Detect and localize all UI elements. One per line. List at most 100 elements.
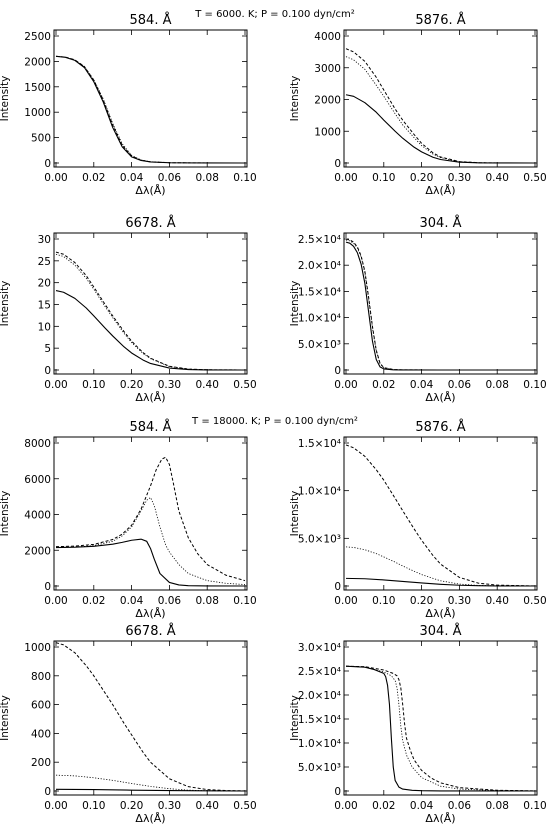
- x-tick-label: 0.30: [448, 172, 471, 184]
- x-tick-label: 0.20: [410, 172, 433, 184]
- y-tick-label: 2.0×10⁴: [298, 260, 341, 272]
- series-line-dotted: [55, 55, 246, 164]
- y-tick-label: 5.0×10³: [298, 339, 341, 351]
- x-tick-label: 0.08: [486, 379, 509, 391]
- x-tick-label: 0.10: [82, 800, 105, 812]
- y-tick-label: 0: [44, 158, 51, 170]
- y-tick-label: 800: [31, 671, 51, 683]
- chart-panel-7: 6678. Å 0.00 0.10 0.20 0.30 0.40 0.50 0 200 400 60…: [0, 623, 257, 825]
- y-tick-label: 8000: [24, 438, 51, 450]
- x-tick-label: 0.06: [448, 800, 472, 812]
- x-tick-label: 0.50: [523, 172, 546, 184]
- series-line-solid: [345, 241, 535, 371]
- x-axis-label: Δλ(Å): [135, 607, 165, 620]
- series-line-dashed: [345, 665, 536, 792]
- chart-title: 584. Å: [130, 419, 172, 435]
- plot-frame: [343, 232, 538, 375]
- chart-panel-8: 304. Å 0.00 0.02 0.04 0.06 0.08 0.10 0 5.0×10³ 1.…: [289, 623, 547, 825]
- x-tick-label: 0.00: [334, 379, 357, 391]
- y-tick-label: 6000: [24, 474, 51, 486]
- chart-title: 304. Å: [420, 215, 462, 231]
- y-axis-label: Intensity: [0, 76, 11, 122]
- y-tick-label: 1.5×10⁴: [298, 714, 341, 726]
- plot-frame: [53, 436, 248, 591]
- series-line-dotted: [55, 253, 246, 371]
- x-tick-label: 0.00: [44, 379, 67, 391]
- y-tick-label: 1.0×10⁴: [298, 313, 341, 325]
- x-tick-label: 0.00: [334, 800, 357, 812]
- plot-frame: [343, 436, 538, 591]
- chart-panel-5: 584. Å 0.00 0.02 0.04 0.06 0.08 0.10 0 2000 4000 6…: [0, 419, 257, 620]
- x-tick-label: 0.20: [120, 379, 143, 391]
- y-tick-label: 2.5×10⁴: [298, 234, 341, 246]
- series-line-dotted: [55, 774, 246, 792]
- y-tick-label: 5: [44, 343, 51, 355]
- x-tick-label: 0.04: [120, 172, 144, 184]
- y-tick-label: 1000: [24, 107, 51, 119]
- x-axis-label: Δλ(Å): [425, 812, 455, 825]
- x-tick-label: 0.02: [372, 379, 395, 391]
- y-axis-label: Intensity: [0, 491, 11, 537]
- x-tick-label: 0.10: [233, 595, 256, 607]
- plot-frame: [53, 29, 248, 168]
- chart-title: 304. Å: [420, 623, 462, 639]
- x-axis-label: Δλ(Å): [425, 184, 455, 197]
- x-axis-label: Δλ(Å): [135, 184, 165, 197]
- x-tick-label: 0.02: [372, 800, 395, 812]
- series-line-dashed: [345, 48, 536, 164]
- x-tick-label: 0.30: [158, 379, 181, 391]
- x-tick-label: 0.50: [233, 800, 256, 812]
- x-tick-label: 0.20: [410, 595, 433, 607]
- y-tick-label: 2000: [24, 56, 51, 68]
- x-tick-label: 0.00: [334, 172, 357, 184]
- y-tick-label: 25: [38, 256, 51, 268]
- x-tick-label: 0.30: [448, 595, 471, 607]
- y-tick-label: 5.0×10³: [298, 762, 341, 774]
- x-tick-label: 0.02: [82, 595, 105, 607]
- x-tick-label: 0.00: [44, 800, 67, 812]
- plot-grid: 584. Å0.00 0.02 0.04 0.06 0.08 0.100500100015…: [0, 12, 547, 825]
- series-line-dotted: [345, 546, 536, 587]
- x-tick-label: 0.10: [523, 379, 546, 391]
- series-line-solid: [55, 55, 246, 164]
- y-axis-label: Intensity: [0, 695, 11, 741]
- y-tick-label: 1.5×10⁴: [298, 438, 341, 450]
- y-axis-label: Intensity: [289, 695, 301, 741]
- x-tick-label: 0.06: [448, 379, 472, 391]
- x-tick-label: 0.40: [486, 172, 509, 184]
- series-line-solid: [345, 94, 536, 164]
- series-line-dashed: [55, 251, 246, 371]
- plot-frame: [343, 29, 538, 168]
- x-tick-label: 0.40: [196, 800, 219, 812]
- plot-frame: [343, 640, 538, 796]
- y-tick-label: 1.0×10⁴: [298, 486, 341, 498]
- chart-title: 6678. Å: [125, 623, 175, 639]
- series-line-dotted: [55, 497, 246, 585]
- series-line-dashed: [345, 238, 535, 371]
- x-tick-label: 0.00: [44, 172, 67, 184]
- series-line-solid: [55, 538, 246, 587]
- y-tick-label: 400: [31, 728, 51, 740]
- series-line-dashed: [55, 55, 246, 164]
- x-tick-label: 0.06: [158, 172, 182, 184]
- x-tick-label: 0.10: [372, 595, 395, 607]
- y-tick-label: 1000: [314, 126, 341, 138]
- x-tick-label: 0.30: [158, 800, 181, 812]
- chart-panel-1: 584. Å 0.00 0.02 0.04 0.06 0.08 0.10 0 500 1000 15…: [0, 12, 257, 197]
- x-tick-label: 0.02: [82, 172, 105, 184]
- chart-title: 5876. Å: [415, 12, 465, 28]
- y-tick-label: 4000: [314, 31, 341, 43]
- y-tick-label: 2000: [314, 95, 341, 107]
- y-tick-label: 20: [38, 278, 51, 290]
- chart-title: 584. Å: [130, 12, 172, 28]
- y-tick-label: 1000: [24, 642, 51, 654]
- y-tick-label: 1.0×10⁴: [298, 738, 341, 750]
- series-line-dashed: [55, 642, 246, 792]
- y-tick-label: 15: [38, 300, 51, 312]
- y-tick-label: 200: [31, 757, 51, 769]
- x-tick-label: 0.08: [486, 800, 509, 812]
- y-tick-label: 2.5×10⁴: [298, 666, 341, 678]
- y-axis-label: Intensity: [289, 491, 301, 537]
- y-tick-label: 1500: [24, 82, 51, 94]
